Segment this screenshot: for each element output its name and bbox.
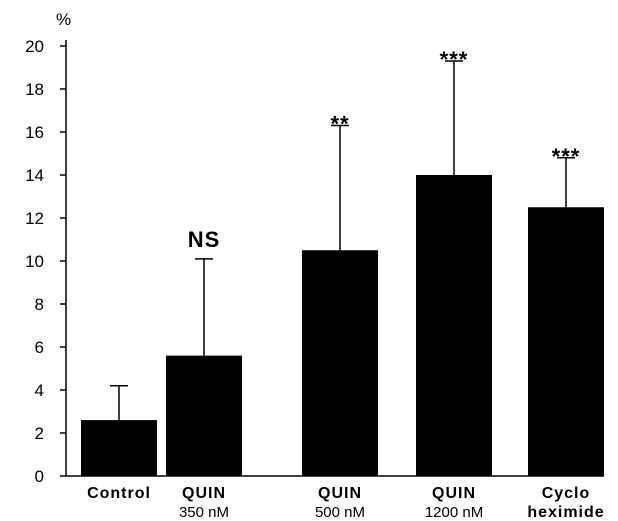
- error-bars: [110, 60, 575, 421]
- category-sublabel: 1200 nM: [425, 504, 483, 521]
- y-tick-label: 10: [25, 252, 44, 271]
- category-label: Cyclo: [542, 485, 591, 502]
- significance-label: ***: [440, 47, 469, 72]
- category-sublabel: heximide: [527, 504, 604, 521]
- category-label: Control: [87, 485, 151, 502]
- bars: [81, 175, 604, 476]
- bar: [416, 175, 492, 476]
- category-sublabel: 350 nM: [179, 504, 229, 521]
- category-label: QUIN: [318, 485, 362, 502]
- category-label: QUIN: [182, 485, 226, 502]
- y-tick-label: 18: [25, 80, 44, 99]
- y-axis-unit-label: %: [56, 10, 71, 29]
- significance-label: **: [330, 112, 349, 137]
- significance-labels: NS********: [188, 47, 581, 252]
- x-axis-category-labels: Control QUIN 350 nM QUIN 500 nM QUIN 1200 nM Cy…: [87, 485, 604, 521]
- y-tick-label: 0: [35, 467, 44, 486]
- bar: [81, 420, 157, 476]
- y-tick-label: 16: [25, 123, 44, 142]
- y-tick-label: 8: [35, 295, 44, 314]
- category-sublabel: 500 nM: [315, 504, 365, 521]
- category-label: QUIN: [432, 485, 476, 502]
- y-tick-label: 20: [25, 37, 44, 56]
- bar: [528, 207, 604, 476]
- significance-label: ***: [552, 144, 581, 169]
- y-tick-label: 2: [35, 424, 44, 443]
- y-axis-ticks: 0 2 4 6 8 10 12 14 16 18 20: [25, 37, 66, 486]
- y-tick-label: 4: [35, 381, 44, 400]
- y-tick-label: 14: [25, 166, 44, 185]
- y-tick-label: 6: [35, 338, 44, 357]
- bar: [166, 355, 242, 476]
- y-tick-label: 12: [25, 209, 44, 228]
- significance-label: NS: [188, 227, 221, 252]
- bar: [302, 250, 378, 476]
